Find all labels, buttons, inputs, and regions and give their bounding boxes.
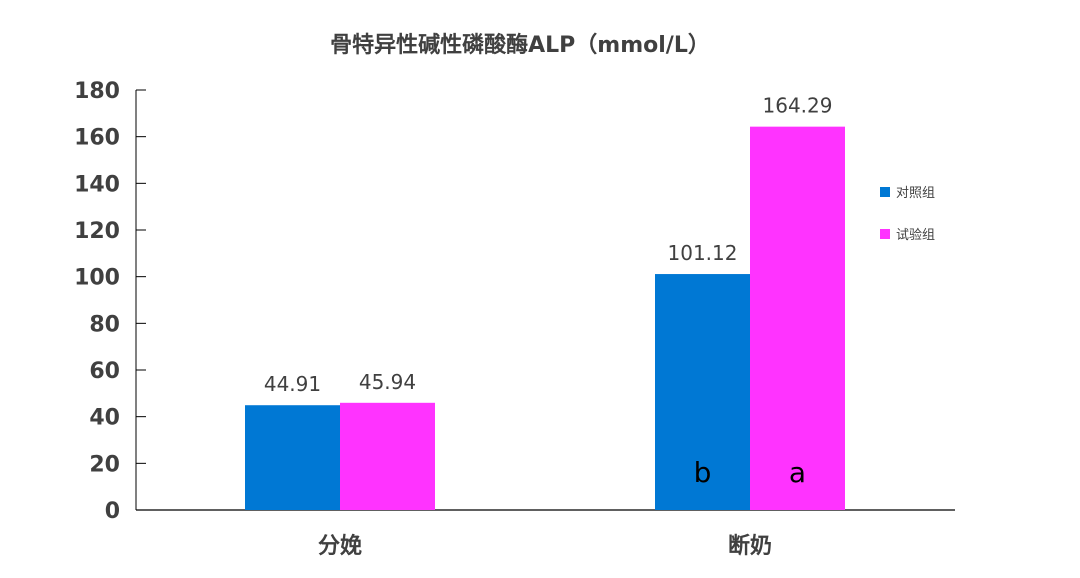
axes: 0 20 40 60 80 100 120 140 160 180 分娩 断奶 <box>74 79 955 559</box>
y-tick-label: 180 <box>74 79 120 104</box>
significance-label: b <box>694 456 712 489</box>
bar <box>750 126 845 510</box>
bar <box>655 274 750 510</box>
legend-swatch <box>880 187 890 197</box>
y-tick-label: 100 <box>74 266 120 291</box>
data-label: 101.12 <box>668 241 738 265</box>
y-tick-label: 20 <box>89 452 120 477</box>
legend-swatch <box>880 229 890 239</box>
y-tick-label: 0 <box>105 499 120 524</box>
y-tick-label: 80 <box>89 312 120 337</box>
x-category-label: 分娩 <box>318 533 362 559</box>
bar <box>340 402 435 510</box>
data-label: 45.94 <box>359 370 416 394</box>
legend-label: 对照组 <box>896 186 935 201</box>
legend-label: 试验组 <box>896 227 935 243</box>
y-tick-label: 160 <box>74 126 120 151</box>
y-tick-label: 120 <box>74 219 120 244</box>
bar <box>245 405 340 510</box>
data-label: 164.29 <box>763 94 833 118</box>
chart-title: 骨特异性碱性磷酸酶ALP（mmol/L） <box>330 32 710 58</box>
significance-label: a <box>789 456 806 489</box>
data-label: 44.91 <box>264 372 321 396</box>
y-tick-label: 40 <box>89 406 120 431</box>
y-tick-label: 60 <box>89 359 120 384</box>
x-category-label: 断奶 <box>728 533 772 559</box>
y-tick-label: 140 <box>74 172 120 197</box>
bars: 44.91 101.12 b 45.94 164.29 a <box>245 94 845 510</box>
